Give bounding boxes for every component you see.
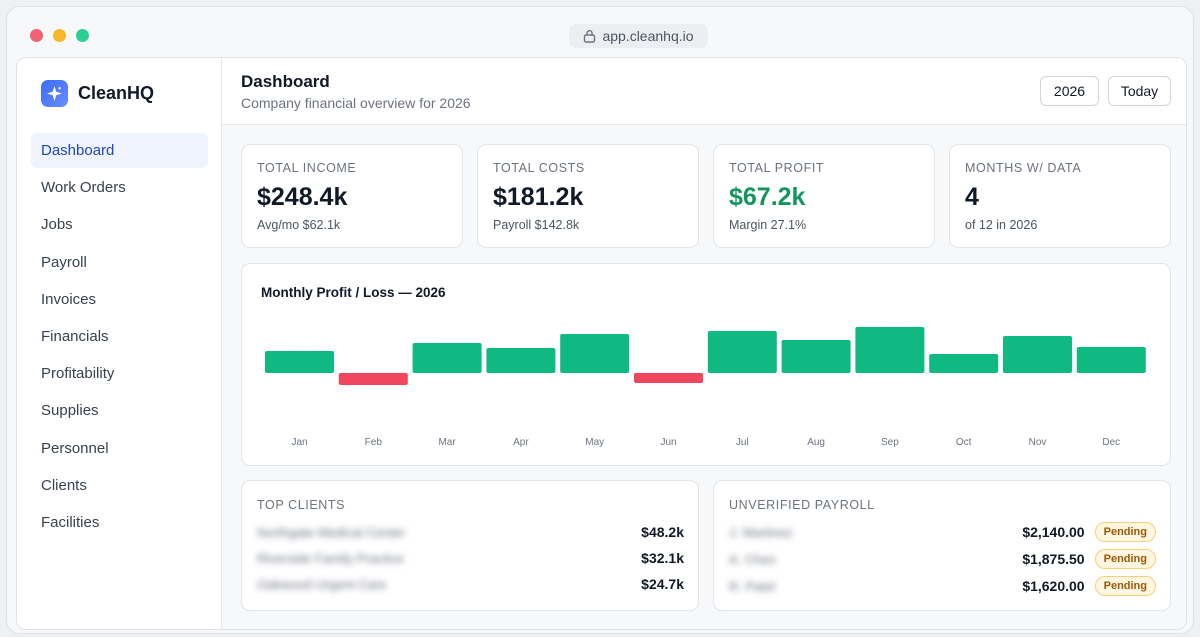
sidebar-item-work-orders[interactable]: Work Orders [41,179,126,197]
sidebar-item-payroll[interactable]: Payroll [41,253,87,271]
kpi-subtext: Avg/mo $62.1k [257,218,341,232]
lock-icon [583,29,596,43]
kpi-subtext: Margin 27.1% [729,218,807,232]
sidebar-item-facilities[interactable]: Facilities [41,513,100,531]
payroll-row[interactable]: R. Patel $1,620.00 Pending [729,575,1156,597]
kpi-subtext: of 12 in 2026 [965,218,1038,232]
minimize-window-button[interactable] [53,29,66,42]
kpi-value: $181.2k [493,183,584,211]
client-amount: $32.1k [641,550,684,566]
brand-name: CleanHQ [78,83,155,103]
kpi-value: $248.4k [257,183,348,211]
close-window-button[interactable] [30,29,43,42]
kpi-label: TOTAL PROFIT [729,161,825,175]
status-badge: Pending [1094,576,1156,596]
chart-bar-sep[interactable] [855,327,925,373]
sidebar-item-clients[interactable]: Clients [41,476,87,494]
client-name: Riverside Family Practice [257,550,404,566]
title-bar: app.cleanhq.io [7,7,1193,57]
x-tick-label: Nov [1029,437,1047,448]
page-subtitle: Company financial overview for 2026 [241,95,471,111]
browser-window: app.cleanhq.io CleanHQ Dashboard Work Or… [6,6,1194,634]
maximize-window-button[interactable] [76,29,89,42]
sparkle-icon [41,80,68,107]
kpi-card-total-income: TOTAL INCOME $248.4k Avg/mo $62.1k [241,144,463,248]
kpi-value: 4 [965,183,979,211]
payroll-row[interactable]: A. Chen $1,875.50 Pending [729,548,1156,570]
employee-name: A. Chen [729,551,776,567]
kpi-card-total-costs: TOTAL COSTS $181.2k Payroll $142.8k [477,144,699,248]
kpi-card-total-profit: TOTAL PROFIT $67.2k Margin 27.1% [713,144,935,248]
client-row[interactable]: Riverside Family Practice $32.1k [257,547,684,569]
top-clients-card: TOP CLIENTS Northgate Medical Center $48… [241,480,699,611]
chart-bar-aug[interactable] [781,340,851,373]
x-tick-label: Jun [660,437,676,448]
page-header: Dashboard Company financial overview for… [222,58,1186,125]
client-amount: $48.2k [641,524,684,540]
x-tick-label: Sep [881,437,899,448]
sidebar-item-dashboard[interactable]: Dashboard [31,133,208,168]
x-tick-label: Feb [365,437,383,448]
x-tick-label: Oct [956,437,972,448]
kpi-label: MONTHS W/ DATA [965,161,1082,175]
chart-bar-may[interactable] [560,334,630,373]
employee-name: J. Martinez [729,524,793,540]
kpi-value: $67.2k [729,183,806,211]
sidebar-item-profitability[interactable]: Profitability [41,365,115,383]
sidebar-item-supplies[interactable]: Supplies [41,402,99,420]
sidebar-item-financials[interactable]: Financials [41,327,109,345]
x-tick-label: Dec [1102,437,1120,448]
chart-title: Monthly Profit / Loss — 2026 [261,285,446,300]
sidebar-item-personnel[interactable]: Personnel [41,439,109,457]
chart-bar-oct[interactable] [929,354,999,373]
card-label: TOP CLIENTS [257,498,346,512]
x-tick-label: Aug [807,437,825,448]
x-tick-label: Apr [513,437,529,448]
sidebar: CleanHQ Dashboard Work Orders Jobs Payro… [17,58,222,629]
client-row[interactable]: Oakwood Urgent Care $24.7k [257,573,684,595]
unverified-payroll-card: UNVERIFIED PAYROLL J. Martinez $2,140.00… [713,480,1171,611]
page-title: Dashboard [241,72,330,91]
x-tick-label: Mar [438,437,456,448]
client-amount: $24.7k [641,576,684,592]
address-bar[interactable]: app.cleanhq.io [569,24,708,48]
payroll-amount: $1,875.50 [1022,551,1085,567]
profit-loss-chart: Jan Feb Mar Apr May Jun Jul Aug Sep Oct Nov Dec [265,327,1146,448]
status-badge: Pending [1094,522,1156,542]
card-label: UNVERIFIED PAYROLL [729,498,875,512]
main-content: Dashboard Company financial overview for… [222,58,1186,629]
payroll-amount: $1,620.00 [1022,578,1085,594]
app-container: CleanHQ Dashboard Work Orders Jobs Payro… [16,57,1187,630]
sidebar-item-invoices[interactable]: Invoices [41,290,97,308]
chart-bar-jul[interactable] [707,331,777,373]
today-button[interactable]: Today [1108,76,1171,106]
x-tick-label: Jul [736,437,749,448]
payroll-amount: $2,140.00 [1022,524,1085,540]
url-text: app.cleanhq.io [602,28,694,44]
kpi-label: TOTAL INCOME [257,161,357,175]
brand[interactable]: CleanHQ [41,80,154,107]
chart-bar-mar[interactable] [412,343,482,373]
kpi-label: TOTAL COSTS [493,161,585,175]
chart-bar-dec[interactable] [1076,347,1146,373]
employee-name: R. Patel [729,578,776,594]
year-selector-button[interactable]: 2026 [1040,76,1099,106]
kpi-subtext: Payroll $142.8k [493,218,580,232]
profit-loss-chart-card: Monthly Profit / Loss — 2026 Jan Feb Mar Ap… [241,263,1171,466]
sidebar-item-jobs[interactable]: Jobs [41,216,73,234]
x-tick-label: May [585,437,604,448]
client-name: Oakwood Urgent Care [257,576,387,592]
kpi-card-months-with-data: MONTHS W/ DATA 4 of 12 in 2026 [949,144,1171,248]
sidebar-nav: Dashboard Work Orders Jobs Payroll Invoi… [31,133,208,542]
chart-bar-apr[interactable] [486,348,556,373]
x-tick-label: Jan [291,437,307,448]
client-name: Northgate Medical Center [257,524,406,540]
chart-bar-jan[interactable] [265,351,334,373]
status-badge: Pending [1094,549,1156,569]
client-row[interactable]: Northgate Medical Center $48.2k [257,521,684,543]
chart-bar-nov[interactable] [1003,336,1072,373]
chart-bar-feb[interactable] [338,373,408,385]
payroll-row[interactable]: J. Martinez $2,140.00 Pending [729,521,1156,543]
chart-bar-jun[interactable] [634,373,703,383]
